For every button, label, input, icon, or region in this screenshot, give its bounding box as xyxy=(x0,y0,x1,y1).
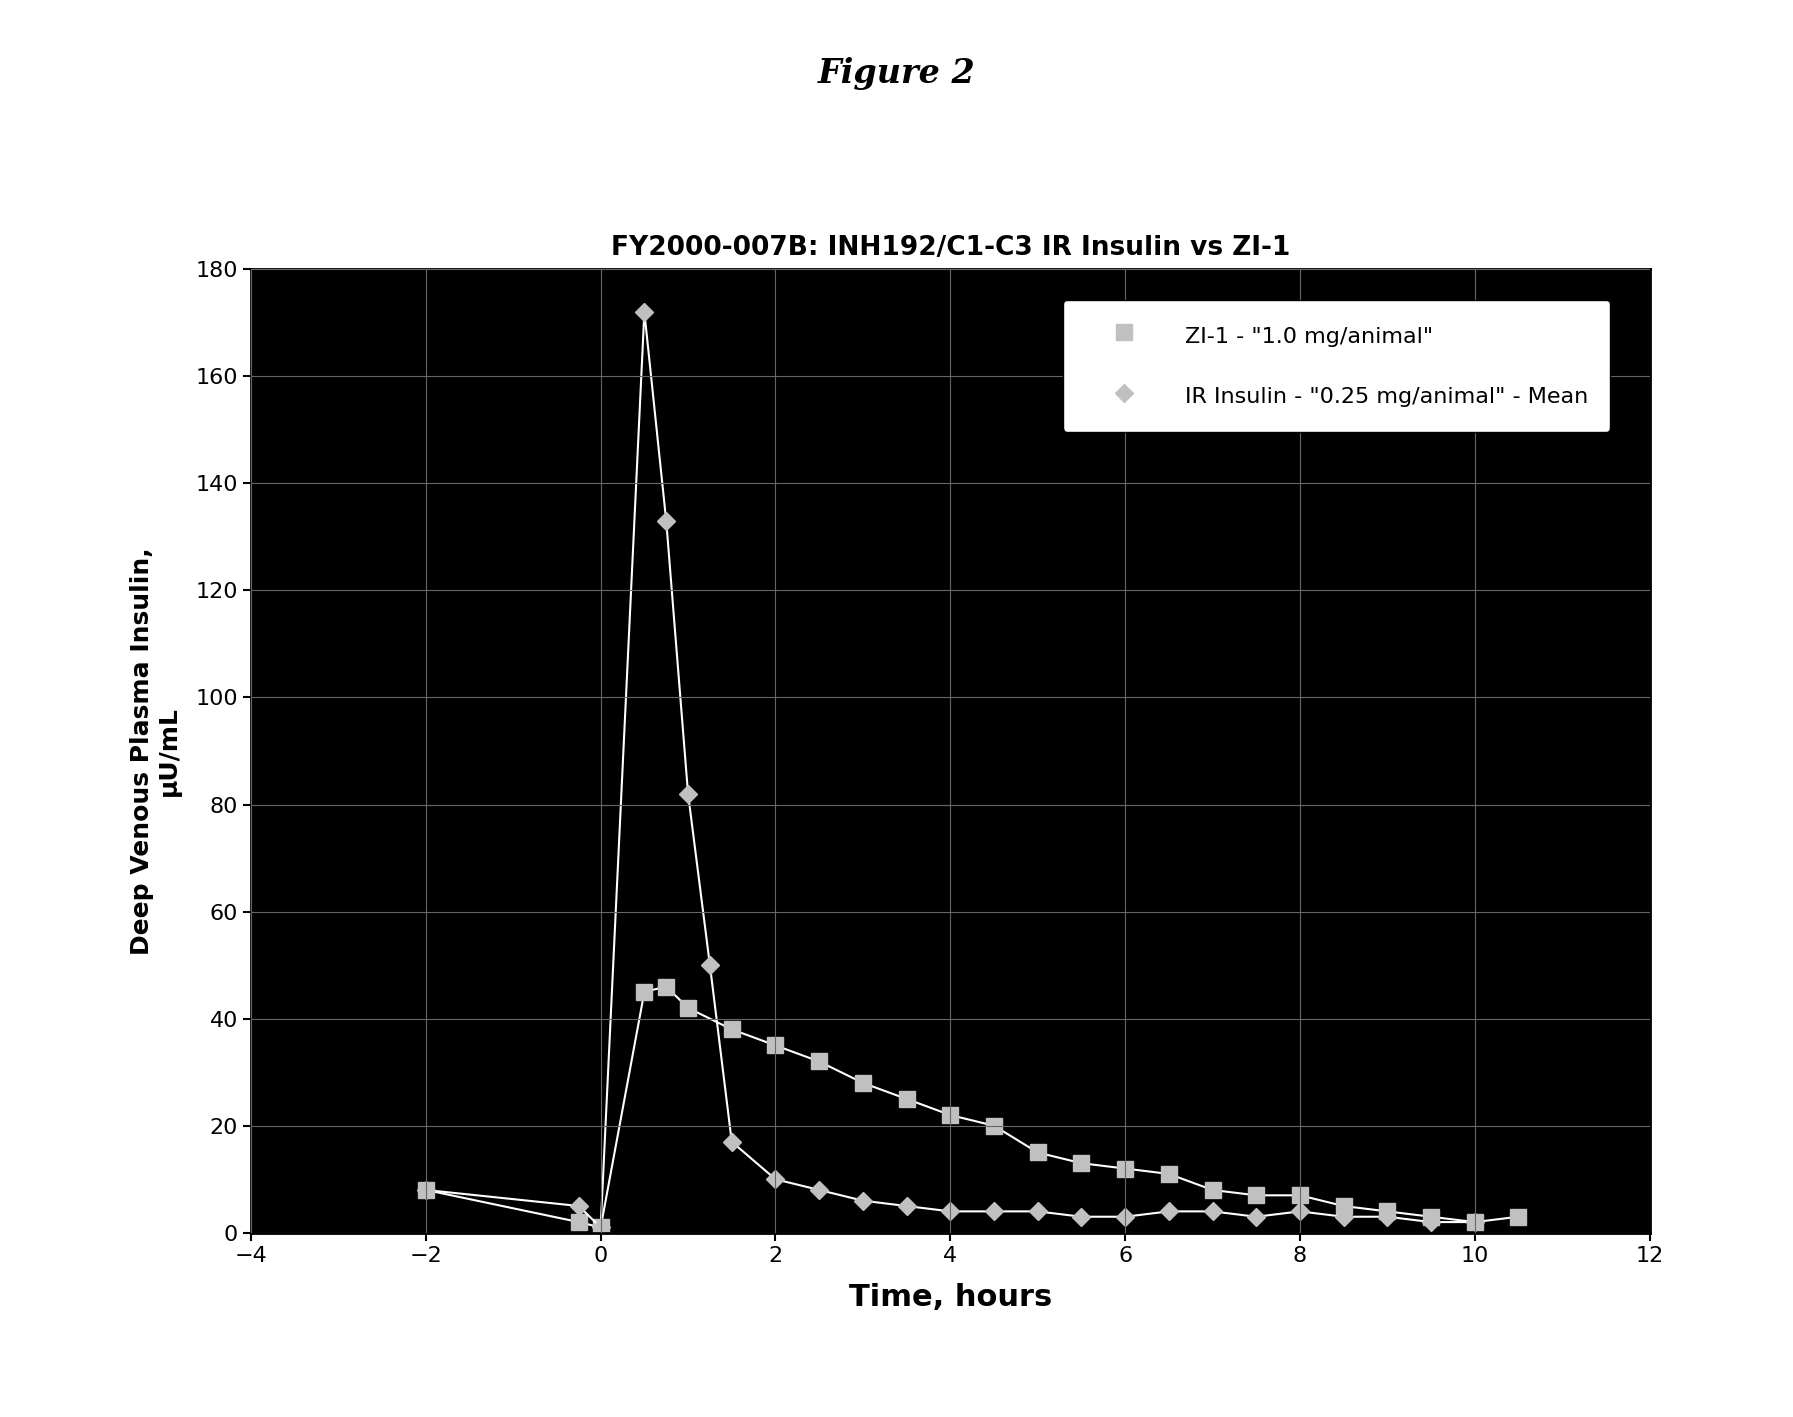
Line: ZI-1 - "1.0 mg/animal": ZI-1 - "1.0 mg/animal" xyxy=(418,979,1526,1236)
ZI-1 - "1.0 mg/animal" xyxy=(766,1037,787,1054)
Title: FY2000-007B: INH192/C1-C3 IR Insulin vs ZI-1: FY2000-007B: INH192/C1-C3 IR Insulin vs … xyxy=(611,235,1289,261)
ZI-1 - "1.0 mg/animal" xyxy=(1027,1144,1049,1161)
IR Insulin - "0.25 mg/animal" - Mean xyxy=(1027,1203,1049,1220)
ZI-1 - "1.0 mg/animal" xyxy=(1332,1197,1354,1214)
ZI-1 - "1.0 mg/animal" xyxy=(1070,1155,1092,1172)
IR Insulin - "0.25 mg/animal" - Mean xyxy=(766,1170,787,1187)
IR Insulin - "0.25 mg/animal" - Mean xyxy=(1115,1209,1137,1226)
ZI-1 - "1.0 mg/animal" xyxy=(940,1107,961,1124)
ZI-1 - "1.0 mg/animal" xyxy=(590,1219,611,1236)
ZI-1 - "1.0 mg/animal" xyxy=(721,1020,742,1037)
IR Insulin - "0.25 mg/animal" - Mean xyxy=(1465,1213,1486,1230)
ZI-1 - "1.0 mg/animal" xyxy=(852,1074,873,1091)
IR Insulin - "0.25 mg/animal" - Mean xyxy=(699,956,721,973)
ZI-1 - "1.0 mg/animal" xyxy=(568,1213,590,1230)
IR Insulin - "0.25 mg/animal" - Mean xyxy=(656,513,678,530)
Legend: ZI-1 - "1.0 mg/animal", IR Insulin - "0.25 mg/animal" - Mean: ZI-1 - "1.0 mg/animal", IR Insulin - "0.… xyxy=(1063,299,1610,432)
ZI-1 - "1.0 mg/animal" xyxy=(983,1117,1004,1134)
IR Insulin - "0.25 mg/animal" - Mean xyxy=(852,1192,873,1209)
Line: IR Insulin - "0.25 mg/animal" - Mean: IR Insulin - "0.25 mg/animal" - Mean xyxy=(420,306,1481,1234)
IR Insulin - "0.25 mg/animal" - Mean xyxy=(416,1182,437,1199)
ZI-1 - "1.0 mg/animal" xyxy=(1465,1213,1486,1230)
ZI-1 - "1.0 mg/animal" xyxy=(656,978,678,995)
ZI-1 - "1.0 mg/animal" xyxy=(1115,1161,1137,1178)
IR Insulin - "0.25 mg/animal" - Mean xyxy=(568,1197,590,1214)
IR Insulin - "0.25 mg/animal" - Mean xyxy=(1158,1203,1180,1220)
ZI-1 - "1.0 mg/animal" xyxy=(1158,1165,1180,1182)
IR Insulin - "0.25 mg/animal" - Mean xyxy=(678,785,699,802)
ZI-1 - "1.0 mg/animal" xyxy=(678,999,699,1016)
ZI-1 - "1.0 mg/animal" xyxy=(1508,1209,1529,1226)
IR Insulin - "0.25 mg/animal" - Mean xyxy=(1246,1209,1268,1226)
IR Insulin - "0.25 mg/animal" - Mean xyxy=(896,1197,918,1214)
IR Insulin - "0.25 mg/animal" - Mean xyxy=(983,1203,1004,1220)
IR Insulin - "0.25 mg/animal" - Mean xyxy=(1377,1209,1399,1226)
ZI-1 - "1.0 mg/animal" xyxy=(633,983,654,1000)
IR Insulin - "0.25 mg/animal" - Mean xyxy=(809,1182,830,1199)
IR Insulin - "0.25 mg/animal" - Mean xyxy=(1420,1213,1442,1230)
IR Insulin - "0.25 mg/animal" - Mean xyxy=(1070,1209,1092,1226)
IR Insulin - "0.25 mg/animal" - Mean xyxy=(940,1203,961,1220)
Text: Figure 2: Figure 2 xyxy=(818,57,975,89)
IR Insulin - "0.25 mg/animal" - Mean xyxy=(1201,1203,1223,1220)
ZI-1 - "1.0 mg/animal" xyxy=(809,1053,830,1070)
ZI-1 - "1.0 mg/animal" xyxy=(1289,1187,1311,1204)
IR Insulin - "0.25 mg/animal" - Mean xyxy=(590,1219,611,1236)
IR Insulin - "0.25 mg/animal" - Mean xyxy=(721,1134,742,1151)
X-axis label: Time, hours: Time, hours xyxy=(848,1282,1052,1312)
ZI-1 - "1.0 mg/animal" xyxy=(1201,1182,1223,1199)
ZI-1 - "1.0 mg/animal" xyxy=(416,1182,437,1199)
ZI-1 - "1.0 mg/animal" xyxy=(1377,1203,1399,1220)
ZI-1 - "1.0 mg/animal" xyxy=(1246,1187,1268,1204)
ZI-1 - "1.0 mg/animal" xyxy=(1420,1209,1442,1226)
Y-axis label: Deep Venous Plasma Insulin,
μU/mL: Deep Venous Plasma Insulin, μU/mL xyxy=(129,547,181,955)
IR Insulin - "0.25 mg/animal" - Mean xyxy=(1289,1203,1311,1220)
IR Insulin - "0.25 mg/animal" - Mean xyxy=(633,303,654,320)
IR Insulin - "0.25 mg/animal" - Mean xyxy=(1332,1209,1354,1226)
ZI-1 - "1.0 mg/animal" xyxy=(896,1091,918,1108)
